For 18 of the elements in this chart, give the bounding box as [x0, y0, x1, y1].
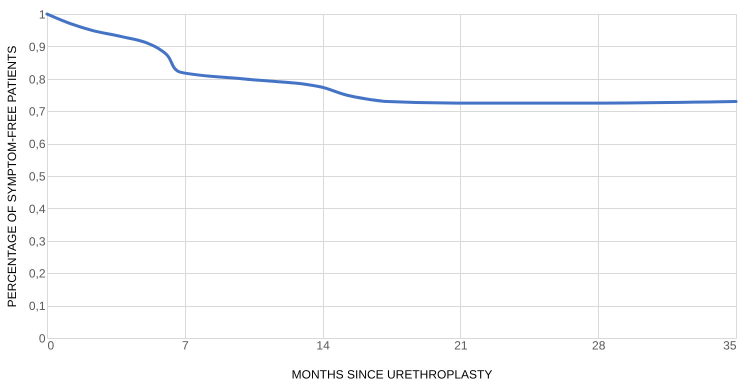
y-tick-label: 1	[38, 8, 46, 22]
x-tick-label: 0	[48, 338, 54, 352]
y-tick-label: 0,8	[28, 72, 46, 86]
x-tick-label: 28	[592, 338, 606, 352]
y-tick-label: 0,4	[28, 202, 46, 216]
y-tick-label: 0,3	[28, 234, 46, 248]
y-tick-label: 0,5	[28, 170, 46, 184]
x-tick-label: 35	[723, 338, 737, 352]
y-axis-title: PERCENTAGE OF SYMPTOM-FREE PATIENTS	[4, 46, 19, 308]
x-tick-label: 14	[316, 338, 330, 352]
y-tick-label: 0,2	[28, 266, 46, 281]
y-tick-label: 0,9	[28, 40, 46, 54]
y-tick-label: 0,6	[28, 137, 46, 152]
x-axis-title: MONTHS SINCE URETHROPLASTY	[292, 368, 492, 382]
x-tick-label: 7	[182, 338, 189, 352]
y-tick-label: 0,7	[28, 104, 46, 119]
x-tick-label: 21	[454, 338, 468, 352]
y-tick-label: 0,1	[28, 299, 46, 314]
